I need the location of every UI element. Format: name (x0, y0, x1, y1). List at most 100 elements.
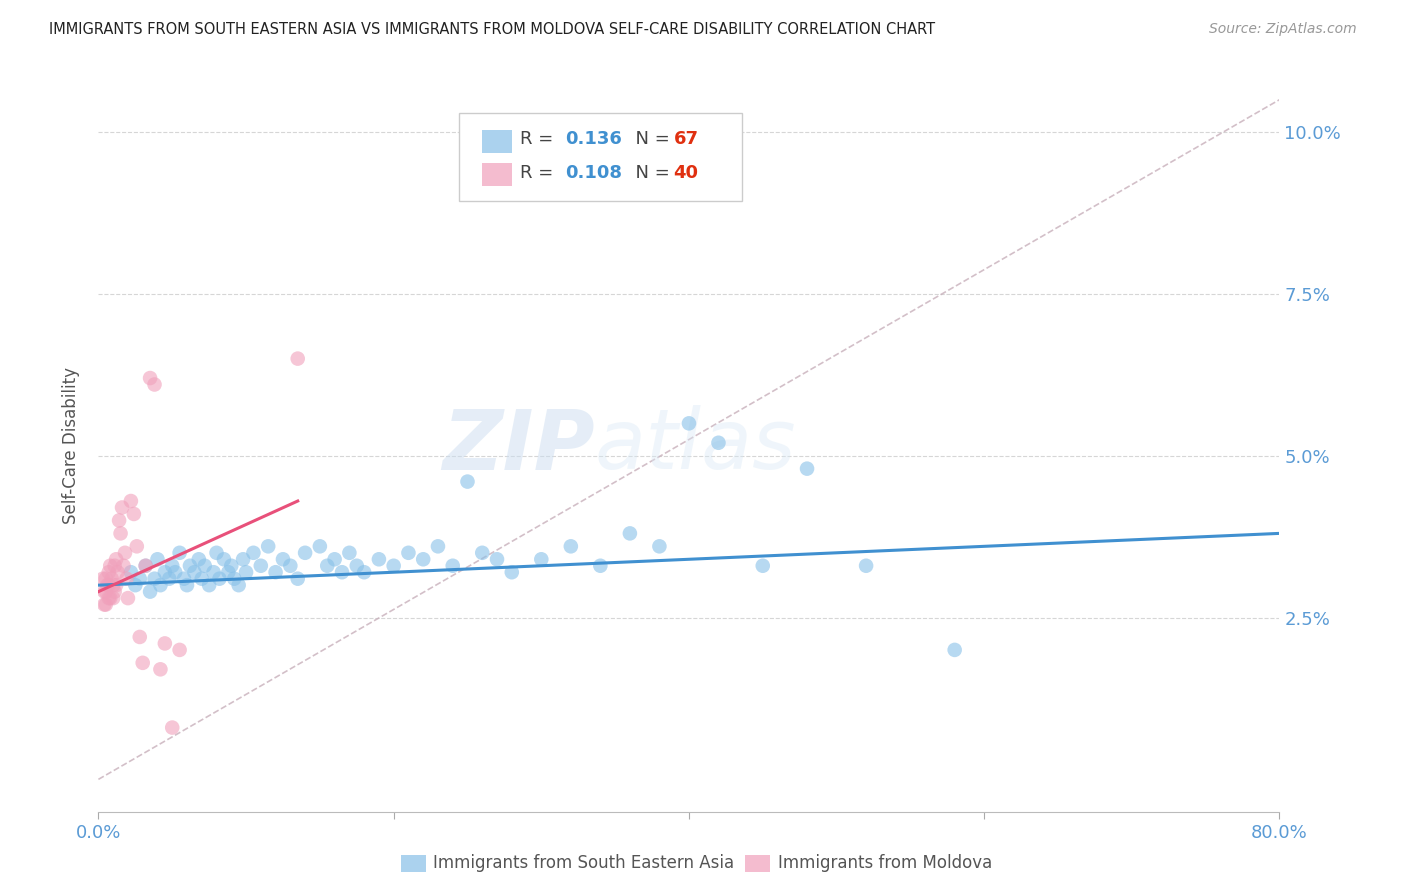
Point (205, 546, 228, 560)
Point (104, 584, 127, 599)
Text: ZIP: ZIP (441, 406, 595, 486)
Point (146, 552, 169, 566)
Point (115, 572, 138, 586)
Point (94, 584, 117, 599)
Point (139, 584, 162, 599)
Point (560, 539, 582, 553)
Text: IMMIGRANTS FROM SOUTH EASTERN ASIA VS IMMIGRANTS FROM MOLDOVA SELF-CARE DISABILI: IMMIGRANTS FROM SOUTH EASTERN ASIA VS IM… (49, 22, 935, 37)
Point (176, 578, 198, 592)
Point (323, 552, 346, 566)
Point (91, 572, 114, 586)
Point (855, 558, 877, 573)
Point (943, 643, 966, 657)
Point (114, 546, 136, 560)
Point (111, 500, 134, 515)
Point (457, 475, 479, 489)
Point (128, 572, 150, 586)
Point (441, 558, 464, 573)
Point (353, 566, 375, 580)
Point (309, 539, 332, 553)
Point (208, 572, 231, 586)
Point (412, 552, 434, 566)
Point (125, 539, 148, 553)
Point (108, 513, 131, 527)
Point (264, 566, 287, 580)
Point (187, 552, 209, 566)
Point (501, 566, 523, 580)
Point (98, 558, 121, 573)
Point (287, 351, 309, 366)
Point (280, 558, 302, 573)
Point (94, 598, 117, 612)
Point (242, 546, 264, 560)
Point (135, 558, 157, 573)
Y-axis label: Self-Care Disability: Self-Care Disability (62, 368, 80, 524)
Point (96, 578, 118, 592)
Point (135, 558, 157, 573)
Point (149, 662, 172, 676)
Point (157, 572, 180, 586)
Point (398, 546, 420, 560)
Point (169, 546, 191, 560)
Point (112, 558, 135, 573)
Point (143, 377, 166, 392)
Point (124, 578, 146, 592)
Point (100, 572, 122, 586)
Text: 67: 67 (673, 130, 699, 148)
Text: 40: 40 (673, 164, 699, 182)
Point (162, 558, 183, 573)
Text: 0.136: 0.136 (565, 130, 621, 148)
Point (339, 546, 361, 560)
Point (224, 572, 246, 586)
Point (250, 558, 273, 573)
Point (191, 572, 214, 586)
Point (153, 636, 176, 650)
Point (619, 526, 641, 541)
Point (143, 572, 166, 586)
Point (796, 461, 818, 475)
Point (93, 598, 115, 612)
Point (235, 566, 257, 580)
Point (110, 526, 132, 541)
Point (153, 566, 176, 580)
Text: 0.108: 0.108 (565, 164, 621, 182)
Point (368, 552, 391, 566)
Point (93, 584, 115, 599)
Text: Immigrants from Moldova: Immigrants from Moldova (778, 855, 991, 872)
Point (179, 558, 201, 573)
Point (97, 578, 120, 592)
Point (97, 591, 120, 606)
Point (707, 435, 730, 450)
Point (198, 578, 221, 592)
Point (589, 558, 612, 573)
Point (103, 578, 125, 592)
Point (122, 507, 145, 521)
Point (330, 566, 353, 580)
Point (120, 494, 142, 508)
Point (103, 591, 125, 606)
Point (194, 558, 217, 573)
Point (382, 558, 405, 573)
Point (183, 566, 205, 580)
Text: Source: ZipAtlas.com: Source: ZipAtlas.com (1209, 22, 1357, 37)
Point (117, 591, 139, 606)
Point (752, 558, 775, 573)
Point (486, 552, 509, 566)
Point (232, 552, 254, 566)
Text: atlas: atlas (595, 406, 796, 486)
Text: N =: N = (624, 164, 675, 182)
Point (471, 546, 494, 560)
Point (94, 572, 117, 586)
FancyBboxPatch shape (482, 163, 512, 186)
Point (257, 539, 280, 553)
Point (530, 552, 553, 566)
Point (132, 656, 155, 670)
Point (162, 721, 183, 735)
Point (217, 566, 239, 580)
Point (346, 558, 368, 573)
Point (648, 539, 671, 553)
Text: Immigrants from South Eastern Asia: Immigrants from South Eastern Asia (433, 855, 734, 872)
Point (97, 566, 120, 580)
Text: N =: N = (624, 130, 675, 148)
Point (98, 591, 121, 606)
